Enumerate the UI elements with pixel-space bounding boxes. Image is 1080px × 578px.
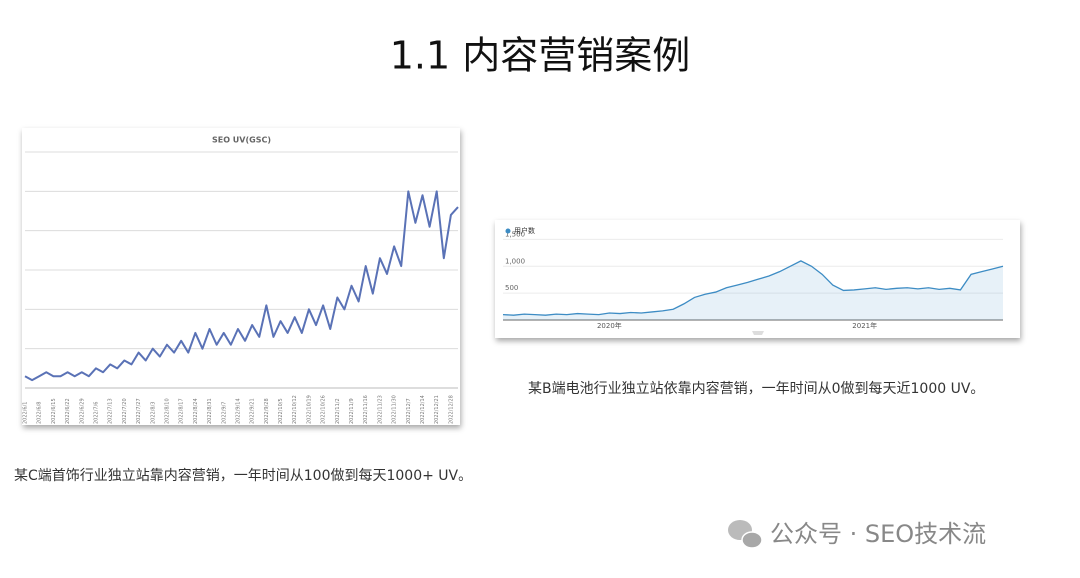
x-tick-label: 2022/6/15 [51, 398, 57, 424]
x-tick-label: 2022/8/3 [150, 402, 156, 424]
x-tick-label: 2022/12/7 [406, 398, 412, 424]
data-line [502, 260, 1004, 316]
x-tick-label: 2022/9/21 [250, 398, 256, 424]
x-tick-label: 2022/7/6 [93, 402, 99, 424]
x-tick-label: 2022/7/20 [122, 398, 128, 424]
data-area [503, 260, 1003, 320]
slide-title: 1.1 内容营销案例 [390, 34, 691, 78]
x-tick-label: 2022/9/14 [235, 398, 241, 424]
chart-frame [22, 128, 460, 425]
watermark: 公众号 · SEO技术流 [770, 520, 986, 548]
x-tick-label: 2022/10/26 [321, 395, 327, 424]
y-tick-label: 1,000 [505, 257, 525, 265]
x-tick-label: 2022/8/10 [164, 398, 170, 424]
x-tick-label: 2022/11/16 [363, 395, 369, 424]
x-tick-label: 2022/6/8 [37, 402, 43, 424]
x-tick-label: 2022/12/21 [434, 395, 440, 424]
x-tick-label: 2022/12/28 [448, 395, 454, 424]
x-tick-label: 2022/10/5 [278, 398, 284, 424]
scroll-handle [752, 331, 764, 335]
x-tick-label: 2022/8/24 [193, 398, 199, 424]
x-tick-label: 2022/11/2 [335, 398, 341, 424]
legend-swatch [505, 228, 511, 234]
legend-label: 用户数 [514, 226, 535, 235]
x-tick-label: 2022/6/22 [65, 398, 71, 424]
x-tick-label: 2022/10/12 [292, 395, 298, 424]
caption: 某C端首饰行业独立站靠内容营销，一年时间从100做到每天1000+ UV。 [14, 467, 472, 484]
x-tick-label: 2022/11/9 [349, 398, 355, 424]
y-tick-label: 1,500 [505, 230, 525, 238]
x-tick-label: 2022/11/30 [392, 395, 398, 424]
chart-title: SEO UV(GSC) [212, 136, 271, 145]
x-tick-label: 2022/9/28 [264, 398, 270, 424]
wechat-icon [728, 520, 763, 549]
charts: SEO UV(GSC) 2022/6/1 2022/6/8 2022/6/15 2022… [23, 136, 1004, 424]
x-tick-label: 2022/7/27 [136, 398, 142, 424]
x-tick-label: 2022/11/23 [377, 395, 383, 424]
x-tick-label: 2022/6/29 [79, 398, 85, 424]
x-tick-label: 2022/9/7 [221, 402, 227, 424]
x-tick-label: 2020年 [597, 321, 622, 330]
x-tick-label: 2022/7/13 [108, 398, 114, 424]
x-tick-label: 2021年 [852, 321, 877, 330]
caption: 某B端电池行业独立站依靠内容营销，一年时间从0做到每天近1000 UV。 [528, 380, 984, 397]
y-tick-label: 500 [505, 284, 518, 292]
x-tick-label: 2022/12/14 [420, 395, 426, 424]
x-tick-label: 2022/6/1 [23, 402, 29, 424]
x-tick-label: 2022/10/19 [306, 395, 312, 424]
data-line [24, 190, 459, 382]
x-tick-label: 2022/8/31 [207, 398, 213, 424]
x-tick-label: 2022/8/17 [179, 398, 185, 424]
